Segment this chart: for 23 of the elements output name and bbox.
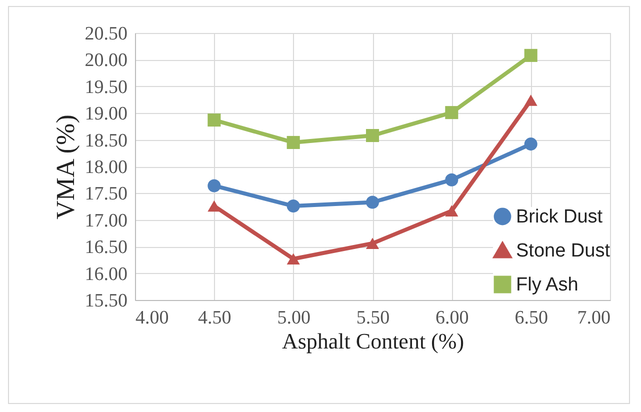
x-tick-label: 5.00 xyxy=(277,308,310,328)
legend-label: Fly Ash xyxy=(516,274,578,296)
legend-label: Brick Dust xyxy=(516,206,604,228)
legend-label: Stone Dust xyxy=(516,240,611,262)
x-tick-label: 6.00 xyxy=(436,308,469,328)
x-tick-label: 4.50 xyxy=(198,308,232,328)
y-tick-label: 17.00 xyxy=(84,210,128,232)
y-tick-label: 18.00 xyxy=(84,157,128,178)
x-tick-label: 7.00 xyxy=(577,308,610,328)
x-tick-label: 5.50 xyxy=(356,308,390,328)
y-axis-title: VMA (%) xyxy=(50,114,80,220)
y-tick-label: 20.50 xyxy=(84,24,128,44)
y-tick-label: 19.00 xyxy=(84,104,128,125)
y-tick-label: 18.50 xyxy=(84,130,128,152)
y-tick-label: 15.50 xyxy=(84,290,128,312)
y-tick-label: 16.00 xyxy=(84,264,128,285)
y-tick-label: 16.50 xyxy=(84,237,128,258)
y-tick-label: 17.50 xyxy=(84,184,128,205)
y-tick-label: 19.50 xyxy=(84,76,128,98)
x-axis-title: Asphalt Content (%) xyxy=(282,328,464,354)
x-tick-label: 4.00 xyxy=(136,308,169,328)
y-tick-label: 20.00 xyxy=(84,50,128,72)
x-tick-label: 6.50 xyxy=(514,308,548,328)
